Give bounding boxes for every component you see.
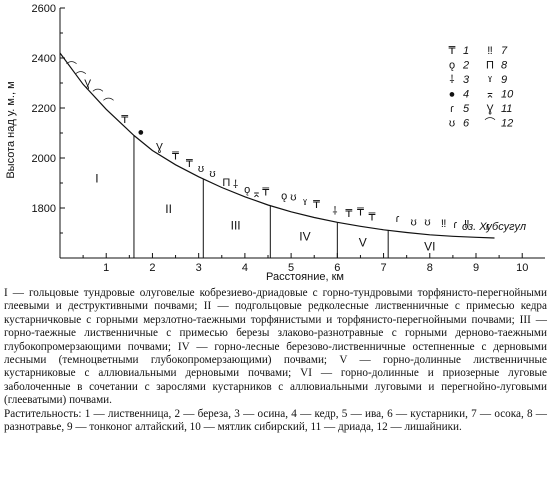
vegetation-mark: ǫ [244,184,250,196]
vegetation-mark: ʊ [290,192,296,204]
zone-label: IV [299,230,310,244]
figure-caption: I — гольцовые тундровые олуговелые кобре… [4,287,547,434]
x-tick-label: 3 [196,262,202,274]
legend-symbol: ₸ [449,45,456,57]
vegetation-mark: ₸ [345,208,352,220]
y-tick-label: 2600 [32,3,56,15]
vegetation-mark: ʊ [424,217,430,229]
vegetation-legend-text: Растительность: 1 — лиственница, 2 — бер… [4,407,547,434]
legend-symbol: ⌒ [485,117,496,130]
vegetation-mark: ʊ [410,217,416,229]
legend-number: 10 [501,89,514,101]
vegetation-mark: ₸ [121,114,128,126]
legend-symbol: ɾ [450,103,454,115]
zone-label: II [165,202,172,216]
x-axis-label: Расстояние, км [266,271,344,283]
legend-number: 9 [501,74,507,86]
legend-symbol: ⸸ [449,74,454,86]
legend-number: 4 [463,89,469,101]
legend-symbol: ˠ [487,74,492,86]
vegetation-mark: ‼ [464,219,470,231]
vegetation-mark: ₸ [172,150,179,162]
zones-description: I — гольцовые тундровые олуговелые кобре… [4,287,547,407]
vegetation-mark: ⌅ [252,188,261,200]
x-tick-label: 10 [516,262,528,274]
vegetation-mark: ₸ [262,187,269,199]
x-tick-label: 6 [334,262,340,274]
legend: ₸ 1ǫ 2 ⸸ 3 ● 4ɾ 5ʊ 6 ‼ 7Π 8ˠ 9 ⌅ 10 Ɣ 11 ⌒ 12 [449,45,515,130]
vegetation-mark: Ɣ [156,142,163,154]
legend-symbol: Π [486,60,494,72]
y-tick-label: 2000 [32,153,56,165]
vegetation-marks: ⌒⌒Ɣ⌒⌒₸●Ɣ₸₸ ʊ ʊΠ ⸸ ǫ ⌅ ₸ ǫ ʊ ˠ ₸⸸ ₸ ₸ ₸ ɾ ʊ ʊ ‼ ɾ ‼ ɾ [66,61,490,234]
vegetation-mark: ● [138,127,145,139]
y-tick-label: 2400 [32,53,56,65]
x-tick-label: 1 [103,262,109,274]
legend-symbol: ǫ [449,60,455,72]
vegetation-mark: ₸ [357,207,364,219]
vegetation-mark: ‼ [441,218,447,230]
legend-symbol: ʊ [449,118,455,130]
vegetation-mark: ₸ [186,158,193,170]
y-tick-label: 2200 [32,103,56,115]
x-tick-label: 5 [288,262,294,274]
legend-number: 1 [463,45,469,57]
vegetation-mark: ɾ [396,213,400,225]
vegetation-mark: ǫ [281,190,287,202]
vegetation-mark: ⌒ [92,88,103,101]
vegetation-mark: ɾ [453,219,457,231]
legend-number: 8 [501,60,508,72]
vegetation-mark: ɾ [486,221,490,233]
x-tick-label: 9 [473,262,479,274]
x-tick-label: 8 [427,262,433,274]
vegetation-mark: ⌒ [75,71,86,84]
vegetation-mark: ʊ [209,168,215,180]
legend-number: 3 [463,74,470,86]
legend-number: 12 [501,118,513,130]
terrain-profile-line [59,52,495,239]
legend-number: 5 [463,103,470,115]
vegetation-mark: Π [222,177,230,189]
y-tick-label: 1800 [32,203,56,215]
legend-number: 7 [501,45,508,57]
legend-number: 11 [501,103,512,115]
legend-symbol: Ɣ [487,103,494,115]
vegetation-mark: ⌒ [66,61,77,74]
zone-label: III [231,219,241,233]
zone-label: V [359,235,367,249]
y-axis-label: Высота над у. м., м [5,81,17,178]
vegetation-mark: Ɣ [84,78,91,90]
legend-number: 2 [462,60,469,72]
x-tick-label: 4 [242,262,248,274]
vegetation-mark: ⌒ [103,97,114,110]
vegetation-mark: ʊ [198,163,204,175]
x-tick-label: 7 [380,262,386,274]
vegetation-mark: ⸸ [332,205,337,217]
legend-symbol: ● [449,89,456,101]
x-tick-label: 2 [149,262,155,274]
legend-number: 6 [463,118,470,130]
lake-label: оз. Хубсугул [462,221,526,233]
zone-label: I [95,172,98,186]
vegetation-mark: ₸ [313,199,320,211]
legend-symbol: ‼ [487,45,493,57]
legend-symbol: ⌅ [485,89,494,101]
vegetation-mark: ⸸ [233,179,238,191]
vegetation-mark: ₸ [369,212,376,224]
zone-label: VI [424,239,435,253]
vegetation-mark: ˠ [302,197,307,209]
